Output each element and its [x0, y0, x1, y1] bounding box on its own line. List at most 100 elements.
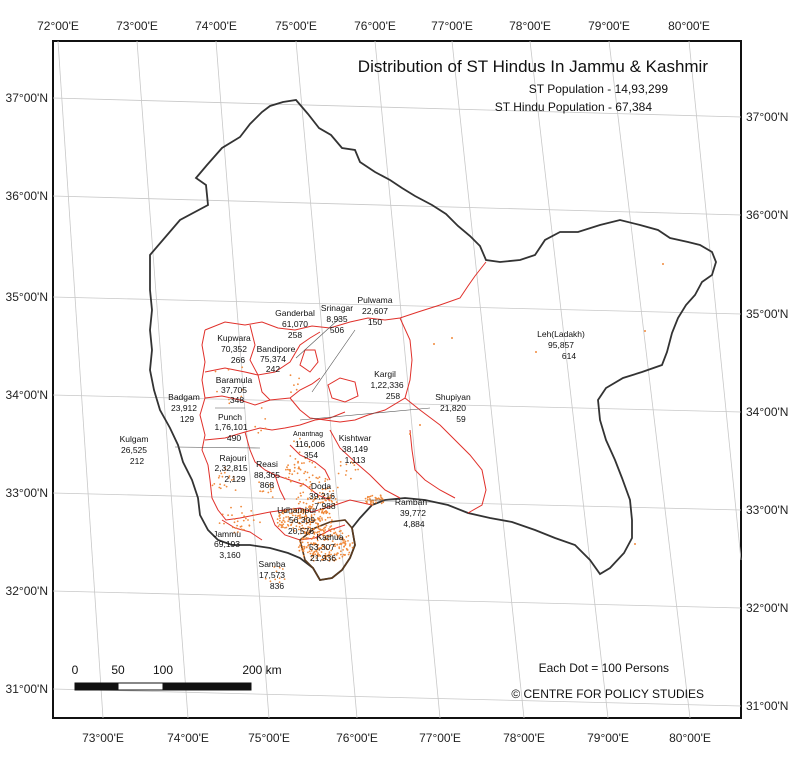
svg-text:Ganderbal: Ganderbal: [275, 308, 315, 318]
population-dot: [329, 516, 331, 519]
population-dot: [281, 521, 283, 524]
svg-text:21,936: 21,936: [310, 553, 336, 563]
population-dot: [328, 486, 331, 489]
population-dot: [297, 496, 300, 499]
population-dot: [315, 476, 318, 479]
population-dot: [312, 535, 315, 538]
population-dot: [335, 533, 338, 536]
svg-text:Pulwama: Pulwama: [358, 295, 393, 305]
population-dot: [297, 511, 300, 514]
population-dot: [300, 528, 303, 530]
population-dot: [329, 544, 332, 547]
population-dot: [340, 543, 343, 545]
population-dot: [339, 461, 342, 463]
population-dot: [331, 558, 334, 561]
population-dot: [316, 548, 319, 551]
population-dot: [310, 498, 312, 500]
population-dot: [293, 530, 296, 532]
lat-right-36: 36°00'N: [746, 208, 788, 222]
population-dot: [303, 545, 306, 548]
population-dot: [298, 526, 301, 528]
population-dot: [644, 330, 646, 332]
population-dot: [346, 548, 349, 551]
population-dot: [295, 498, 298, 500]
svg-text:212: 212: [130, 456, 144, 466]
population-dot: [311, 474, 314, 477]
population-dot: [326, 511, 329, 514]
svg-text:Ramban: Ramban: [395, 497, 427, 507]
population-dot: [221, 475, 224, 478]
population-dot: [309, 548, 312, 550]
population-dot: [326, 497, 329, 499]
lon-top-77: 77°00'E: [431, 19, 473, 33]
population-dot: [315, 557, 318, 559]
population-dot: [331, 504, 334, 507]
population-dot: [324, 538, 327, 541]
population-dot: [290, 523, 293, 526]
population-dot: [306, 529, 309, 531]
population-dot: [306, 517, 308, 519]
population-dot: [297, 383, 299, 386]
population-dot: [292, 514, 294, 517]
svg-text:Reasi: Reasi: [256, 459, 278, 469]
population-dot: [309, 523, 312, 526]
parallel-line: [52, 394, 742, 413]
district-label-anantnag: Anantnag 116,006 354: [293, 431, 325, 460]
population-dot: [321, 517, 323, 519]
population-dot: [243, 515, 246, 517]
population-dot: [364, 497, 367, 500]
svg-text:22,607: 22,607: [362, 306, 388, 316]
population-dot: [366, 498, 369, 501]
population-dot: [307, 526, 310, 528]
meridian-line: [608, 40, 691, 719]
population-dot: [309, 526, 311, 529]
population-dot: [278, 581, 281, 584]
population-dot: [341, 555, 344, 558]
svg-text:75,374: 75,374: [260, 354, 286, 364]
population-dot: [296, 521, 299, 524]
population-dot: [297, 460, 299, 463]
svg-text:Kishtwar: Kishtwar: [339, 433, 372, 443]
population-dot: [326, 487, 329, 490]
population-dot: [270, 490, 272, 493]
population-dot: [342, 549, 344, 551]
population-dot: [305, 502, 308, 505]
population-dot: [322, 501, 325, 504]
population-dot: [310, 495, 313, 497]
population-dot: [328, 560, 331, 562]
population-dot: [330, 521, 332, 524]
population-dot: [319, 525, 321, 528]
population-dot: [324, 537, 327, 539]
lat-right-34: 34°00'N: [746, 405, 788, 419]
svg-text:1,22,336: 1,22,336: [370, 380, 403, 390]
population-dot: [324, 499, 326, 501]
population-dot: [307, 486, 310, 489]
population-dot: [300, 494, 302, 497]
lat-left-33: 33°00'N: [6, 486, 48, 500]
population-dot: [271, 496, 274, 498]
svg-text:Kargil: Kargil: [374, 369, 396, 379]
meridian-line: [529, 40, 609, 719]
population-dot: [283, 521, 286, 523]
population-dot: [326, 555, 328, 557]
population-dot: [216, 390, 218, 393]
district-label-samba: Samba 17,573 836: [259, 559, 286, 591]
district-label-udhampur: Udhampur 56,309 20,576: [277, 505, 317, 536]
population-dot: [375, 501, 377, 504]
population-dot: [302, 491, 305, 494]
population-dot: [344, 553, 346, 556]
population-dot: [287, 516, 290, 518]
population-dot: [313, 551, 315, 553]
population-dot: [328, 551, 331, 553]
population-dot: [247, 519, 249, 521]
lon-bottom-73: 73°00'E: [82, 731, 124, 745]
population-dot: [305, 537, 308, 539]
population-dot: [241, 512, 243, 514]
population-dot: [254, 425, 257, 428]
district-label-jammu: Jammu 69,193 3,160: [213, 529, 241, 560]
population-dot: [227, 514, 230, 517]
population-dot: [302, 482, 304, 485]
population-dot: [345, 463, 348, 466]
population-dot: [379, 495, 382, 497]
population-dot: [221, 513, 224, 516]
